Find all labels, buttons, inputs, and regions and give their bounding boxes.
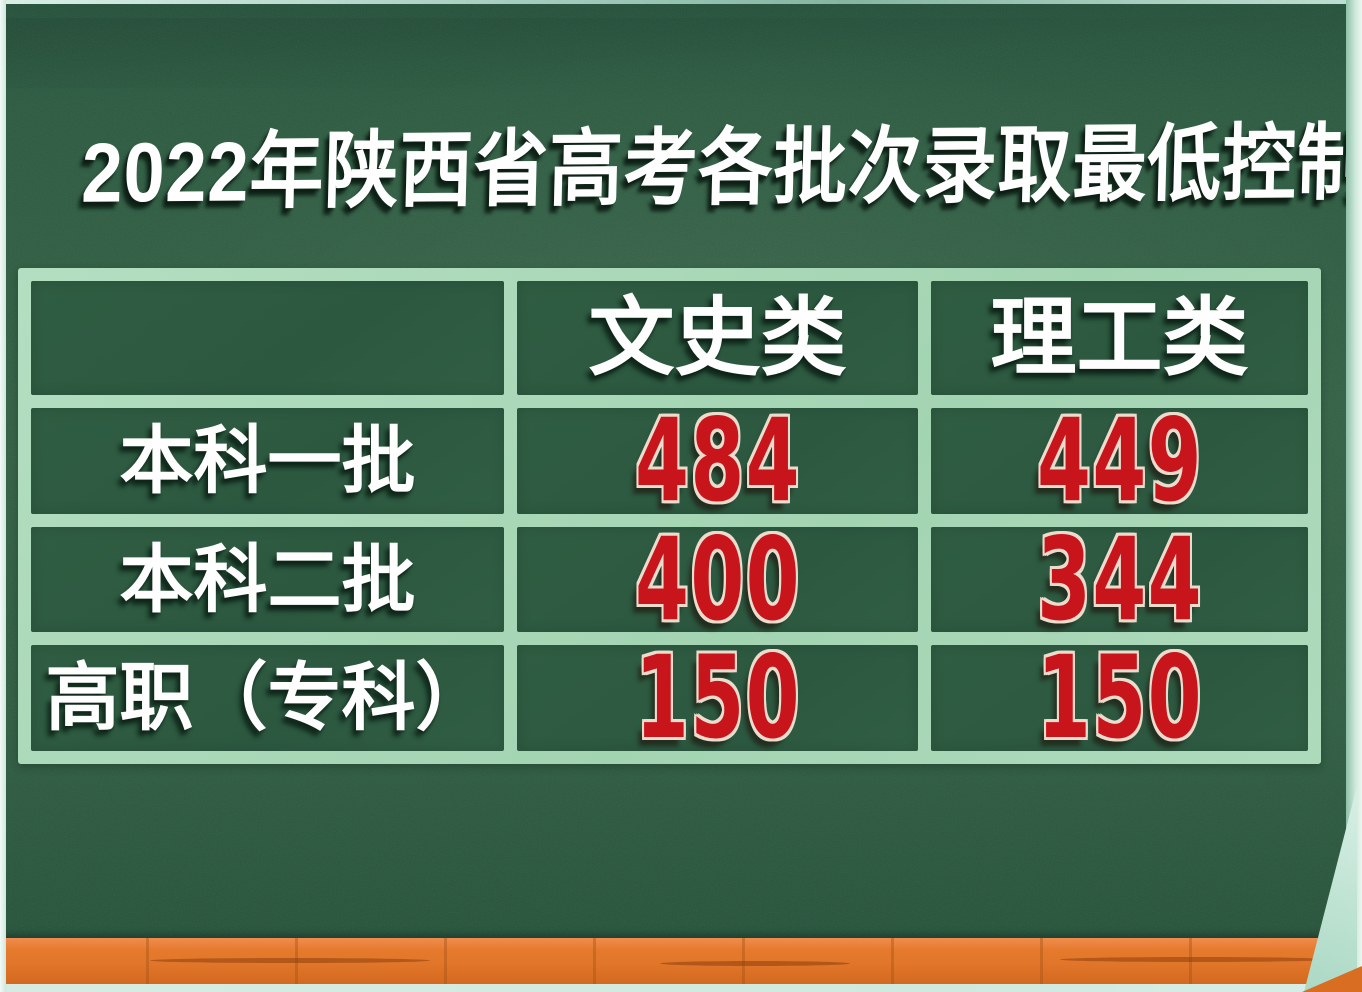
table-corner-cell	[31, 281, 504, 395]
floor-groove	[1060, 957, 1330, 962]
column-header-label: 理工类	[990, 290, 1249, 386]
score-value: 484	[634, 394, 801, 527]
score-cell: 150	[931, 641, 1308, 755]
row-label: 本科二批	[119, 537, 416, 621]
row-label: 高职（专科）	[45, 656, 490, 739]
score-cell: 400	[517, 522, 918, 636]
score-cell: 484	[517, 404, 918, 518]
orange-floor-strip	[0, 938, 1362, 985]
score-value: 400	[634, 512, 801, 646]
row-label-cell: 本科二批	[31, 527, 504, 632]
top-edge-strip	[0, 0, 1362, 4]
row-label-cell: 本科一批	[31, 408, 504, 514]
row-label-cell: 高职（专科）	[31, 645, 504, 751]
left-edge-strip	[0, 0, 6, 992]
column-header-label: 文史类	[588, 290, 847, 386]
bottom-edge-strip	[0, 984, 1362, 992]
row-label: 本科一批	[119, 419, 416, 502]
score-value: 344	[1036, 512, 1203, 646]
score-value: 150	[634, 631, 801, 764]
board-shadow-streak	[0, 18, 1362, 88]
floor-groove	[150, 958, 430, 963]
score-cell: 449	[931, 404, 1308, 518]
floor-groove	[660, 961, 850, 966]
page-title: 2022年陕西省高考各批次录取最低控制分数线	[80, 113, 1362, 220]
column-header-ligong: 理工类	[931, 281, 1308, 395]
score-cell: 344	[931, 522, 1308, 636]
score-value: 449	[1036, 394, 1203, 527]
column-header-wenshi: 文史类	[517, 281, 918, 395]
score-value: 150	[1036, 631, 1203, 764]
score-table: 文史类 理工类 本科一批 484 449 本科二批 400 344 高职（专科）	[18, 268, 1321, 764]
score-cell: 150	[517, 641, 918, 755]
